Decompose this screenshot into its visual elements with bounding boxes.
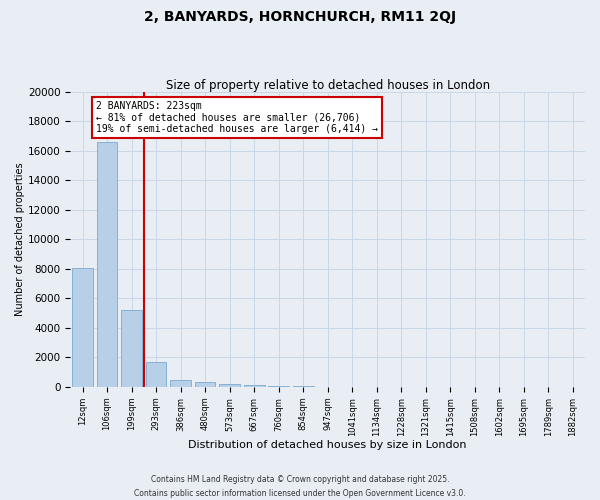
Bar: [219, 384, 240, 387]
Bar: [194, 382, 215, 387]
Bar: [170, 380, 191, 387]
Title: Size of property relative to detached houses in London: Size of property relative to detached ho…: [166, 79, 490, 92]
Bar: [72, 268, 93, 387]
Text: Contains HM Land Registry data © Crown copyright and database right 2025.
Contai: Contains HM Land Registry data © Crown c…: [134, 476, 466, 498]
Bar: [121, 310, 142, 387]
Bar: [268, 386, 289, 387]
Text: 2, BANYARDS, HORNCHURCH, RM11 2QJ: 2, BANYARDS, HORNCHURCH, RM11 2QJ: [144, 10, 456, 24]
Bar: [293, 386, 314, 387]
X-axis label: Distribution of detached houses by size in London: Distribution of detached houses by size …: [188, 440, 467, 450]
Bar: [146, 362, 166, 387]
Bar: [244, 385, 265, 387]
Y-axis label: Number of detached properties: Number of detached properties: [15, 162, 25, 316]
Bar: [97, 142, 118, 387]
Text: 2 BANYARDS: 223sqm
← 81% of detached houses are smaller (26,706)
19% of semi-det: 2 BANYARDS: 223sqm ← 81% of detached hou…: [96, 101, 378, 134]
